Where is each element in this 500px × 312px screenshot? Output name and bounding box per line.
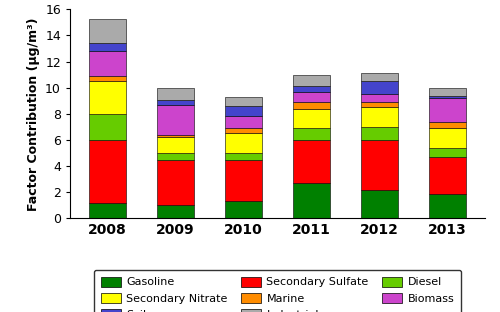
Bar — [293, 183, 330, 218]
Bar — [89, 81, 126, 114]
Bar — [225, 97, 262, 106]
Bar — [293, 86, 330, 92]
Bar — [361, 107, 398, 127]
Bar — [157, 135, 194, 137]
Bar — [361, 94, 398, 102]
Bar — [225, 106, 262, 116]
Bar — [225, 160, 262, 202]
Bar — [89, 18, 126, 43]
Bar — [428, 157, 466, 193]
Bar — [361, 127, 398, 140]
Bar — [293, 109, 330, 128]
Bar — [89, 51, 126, 76]
Bar — [225, 134, 262, 153]
Bar — [361, 81, 398, 94]
Y-axis label: Factor Contribution (μg/m³): Factor Contribution (μg/m³) — [26, 17, 40, 211]
Bar — [157, 153, 194, 160]
Bar — [293, 75, 330, 86]
Bar — [361, 73, 398, 81]
Bar — [225, 202, 262, 218]
Bar — [225, 116, 262, 128]
Bar — [89, 140, 126, 203]
Bar — [361, 102, 398, 107]
Bar — [293, 140, 330, 183]
Bar — [157, 88, 194, 100]
Bar — [428, 193, 466, 218]
Bar — [293, 92, 330, 102]
Bar — [157, 137, 194, 153]
Bar — [428, 95, 466, 98]
Bar — [428, 88, 466, 95]
Bar — [157, 100, 194, 105]
Bar — [157, 205, 194, 218]
Bar — [361, 140, 398, 190]
Bar — [89, 114, 126, 140]
Bar — [225, 128, 262, 134]
Bar — [428, 148, 466, 157]
Bar — [428, 98, 466, 122]
Legend: Gasoline, Secondary Nitrate, Soil, Secondary Sulfate, Marine, Industrial, Diesel: Gasoline, Secondary Nitrate, Soil, Secon… — [94, 270, 461, 312]
Bar — [361, 190, 398, 218]
Bar — [89, 203, 126, 218]
Bar — [225, 153, 262, 160]
Bar — [428, 122, 466, 128]
Bar — [428, 128, 466, 148]
Bar — [157, 160, 194, 205]
Bar — [89, 43, 126, 51]
Bar — [293, 102, 330, 109]
Bar — [89, 76, 126, 81]
Bar — [157, 105, 194, 135]
Bar — [293, 128, 330, 140]
